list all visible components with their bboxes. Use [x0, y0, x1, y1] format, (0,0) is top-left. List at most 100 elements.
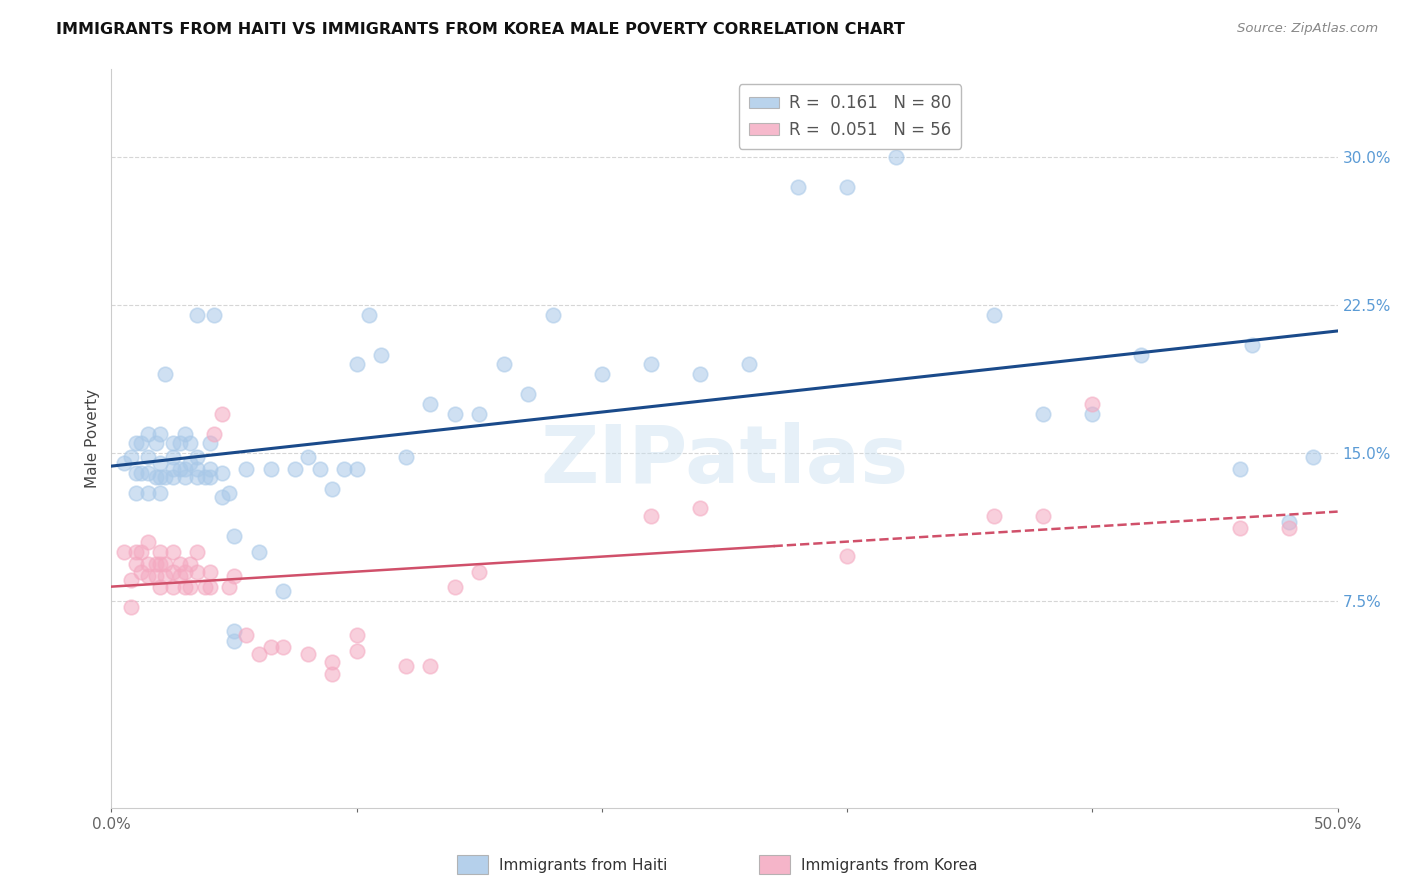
Point	[179, 581, 201, 595]
Point	[222, 529, 245, 543]
Point	[198, 470, 221, 484]
Point	[1130, 348, 1153, 362]
Point	[1229, 521, 1251, 535]
Point	[211, 490, 233, 504]
Point	[155, 568, 177, 582]
Point	[155, 557, 177, 571]
Point	[149, 545, 172, 559]
Point	[443, 581, 465, 595]
Point	[129, 565, 152, 579]
Point	[321, 656, 343, 670]
Point	[395, 450, 418, 465]
Point	[145, 436, 167, 450]
Point	[162, 436, 184, 450]
Point	[145, 568, 167, 582]
Text: Immigrants from Korea: Immigrants from Korea	[801, 858, 979, 872]
Point	[419, 659, 441, 673]
Point	[640, 358, 662, 372]
Point	[222, 568, 245, 582]
Point	[517, 387, 540, 401]
Point	[260, 462, 283, 476]
Point	[202, 426, 225, 441]
Legend: R =  0.161   N = 80, R =  0.051   N = 56: R = 0.161 N = 80, R = 0.051 N = 56	[740, 84, 962, 149]
Point	[169, 462, 191, 476]
Point	[689, 501, 711, 516]
Point	[346, 628, 368, 642]
Point	[125, 557, 148, 571]
Point	[492, 358, 515, 372]
Point	[689, 368, 711, 382]
Point	[235, 462, 257, 476]
Point	[198, 565, 221, 579]
Point	[186, 462, 208, 476]
Point	[1277, 521, 1299, 535]
Point	[169, 568, 191, 582]
Point	[983, 308, 1005, 322]
Point	[174, 581, 197, 595]
Point	[211, 466, 233, 480]
Point	[357, 308, 380, 322]
Point	[136, 450, 159, 465]
Point	[370, 348, 392, 362]
Point	[738, 358, 761, 372]
Point	[136, 535, 159, 549]
Point	[211, 407, 233, 421]
Point	[129, 436, 152, 450]
Text: Source: ZipAtlas.com: Source: ZipAtlas.com	[1237, 22, 1378, 36]
Point	[149, 426, 172, 441]
Point	[309, 462, 332, 476]
Point	[174, 470, 197, 484]
Point	[162, 545, 184, 559]
Point	[346, 462, 368, 476]
Point	[1229, 462, 1251, 476]
Point	[136, 485, 159, 500]
Point	[186, 308, 208, 322]
Point	[640, 509, 662, 524]
Point	[983, 509, 1005, 524]
Point	[247, 545, 270, 559]
Point	[297, 450, 319, 465]
Point	[149, 581, 172, 595]
Point	[120, 600, 142, 615]
Point	[179, 436, 201, 450]
Point	[129, 466, 152, 480]
Point	[1081, 407, 1104, 421]
Point	[149, 557, 172, 571]
Point	[125, 485, 148, 500]
Point	[321, 667, 343, 681]
Point	[837, 180, 859, 194]
Point	[136, 466, 159, 480]
Point	[419, 397, 441, 411]
Point	[155, 368, 177, 382]
Y-axis label: Male Poverty: Male Poverty	[86, 389, 100, 488]
Point	[174, 426, 197, 441]
Point	[202, 308, 225, 322]
Point	[186, 565, 208, 579]
Point	[260, 640, 283, 654]
Point	[468, 565, 491, 579]
Point	[884, 150, 907, 164]
Text: IMMIGRANTS FROM HAITI VS IMMIGRANTS FROM KOREA MALE POVERTY CORRELATION CHART: IMMIGRANTS FROM HAITI VS IMMIGRANTS FROM…	[56, 22, 905, 37]
Point	[179, 456, 201, 470]
Point	[443, 407, 465, 421]
Point	[179, 557, 201, 571]
Point	[169, 436, 191, 450]
Point	[162, 470, 184, 484]
Point	[120, 450, 142, 465]
Point	[395, 659, 418, 673]
Point	[125, 466, 148, 480]
Point	[129, 545, 152, 559]
Point	[1032, 509, 1054, 524]
Point	[591, 368, 613, 382]
Point	[787, 180, 810, 194]
Point	[136, 557, 159, 571]
Point	[186, 470, 208, 484]
Point	[247, 648, 270, 662]
Point	[468, 407, 491, 421]
Point	[162, 450, 184, 465]
Point	[222, 633, 245, 648]
Point	[541, 308, 564, 322]
Point	[198, 581, 221, 595]
Point	[186, 545, 208, 559]
Point	[169, 557, 191, 571]
